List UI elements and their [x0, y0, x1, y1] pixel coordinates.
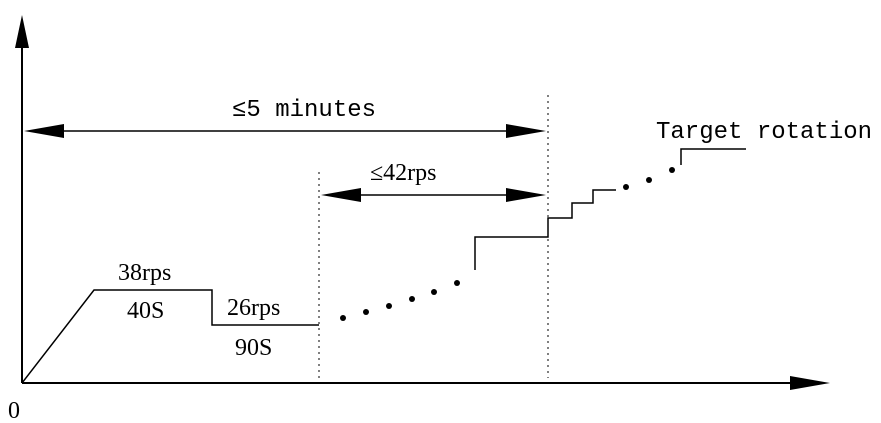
- stage-2-speed-label: 26rps: [227, 295, 280, 321]
- target-rotation-label: Target rotation: [656, 119, 872, 146]
- step-up-line: [474, 189, 616, 270]
- origin-label: 0: [8, 398, 20, 423]
- speed-span-right-arrow-icon: [506, 188, 546, 202]
- speed-span-label: ≤42rps: [370, 160, 437, 186]
- stage-1-speed-label: 38rps: [118, 260, 171, 286]
- stage-1-time-label: 40S: [127, 298, 164, 324]
- continuation-dots-1: [340, 280, 460, 321]
- time-span-left-arrow-icon: [24, 124, 64, 138]
- continuation-dots-2: [623, 167, 675, 190]
- speed-span-left-arrow-icon: [321, 188, 361, 202]
- stage-2-time-label: 90S: [235, 335, 272, 361]
- speed-profile-line: [21, 289, 319, 384]
- x-axis-arrow-icon: [790, 376, 830, 390]
- time-span-right-arrow-icon: [506, 124, 546, 138]
- target-level-line: [680, 148, 746, 165]
- y-axis-arrow-icon: [15, 15, 29, 48]
- time-span-label: ≤5 minutes: [232, 97, 376, 124]
